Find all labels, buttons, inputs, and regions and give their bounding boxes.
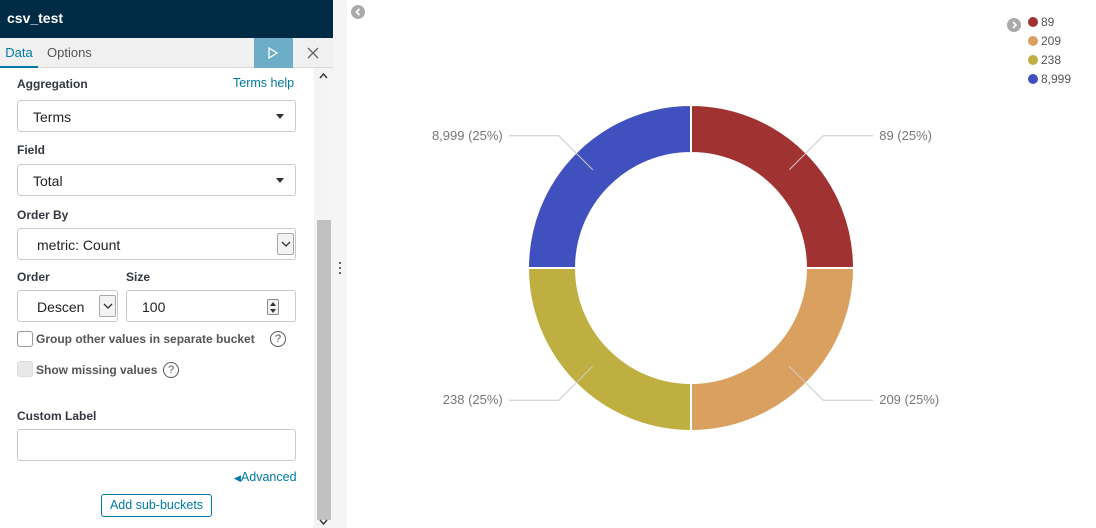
legend-color-dot	[1028, 55, 1038, 65]
label-leader-line	[788, 135, 874, 171]
tab-options[interactable]: Options	[47, 45, 92, 60]
dropdown-button	[277, 233, 294, 255]
tab-bar: Data Options	[0, 38, 333, 68]
help-icon[interactable]: ?	[163, 362, 179, 378]
caret-left-icon: ◀	[234, 473, 241, 483]
legend-label: 89	[1041, 15, 1055, 29]
size-input[interactable]: 100	[126, 290, 296, 322]
slice-label: 238 (25%)	[443, 392, 503, 407]
advanced-label: Advanced	[240, 470, 297, 484]
group-other-label: Group other values in separate bucket	[36, 332, 255, 346]
field-label: Field	[17, 143, 46, 157]
slice-label: 209 (25%)	[879, 392, 939, 407]
show-missing-label: Show missing values	[36, 363, 158, 377]
slice-label: 8,999 (25%)	[432, 128, 503, 143]
label-leader-line	[508, 135, 594, 171]
scrollbar-thumb[interactable]	[317, 220, 331, 520]
aggregation-label: Aggregation	[17, 77, 88, 91]
terms-help-link[interactable]: Terms help	[233, 76, 295, 90]
custom-label-input[interactable]	[17, 429, 296, 461]
group-other-checkbox[interactable]	[17, 331, 33, 347]
legend-label: 8,999	[1041, 72, 1072, 86]
apply-button[interactable]	[254, 38, 293, 68]
pie-slice[interactable]	[690, 103, 856, 269]
legend-color-dot	[1028, 74, 1038, 84]
tab-data[interactable]: Data	[0, 38, 38, 68]
aggregation-select[interactable]: Terms	[17, 100, 296, 132]
size-label: Size	[126, 270, 151, 284]
visualization-title: csv_test	[7, 10, 64, 26]
aggregation-value: Terms	[33, 109, 72, 125]
order-by-value: metric: Count	[37, 237, 121, 253]
caret-down-icon	[276, 114, 284, 119]
show-missing-checkbox[interactable]	[17, 361, 33, 377]
legend-label: 209	[1041, 34, 1062, 48]
size-value: 100	[142, 299, 166, 315]
help-icon[interactable]: ?	[270, 331, 286, 347]
field-select[interactable]: Total	[17, 164, 296, 196]
label-leader-line	[788, 365, 874, 401]
collapse-sidebar-button[interactable]	[351, 5, 365, 19]
label-leader-line	[508, 365, 594, 401]
field-value: Total	[33, 173, 63, 189]
legend-label: 238	[1041, 53, 1062, 67]
legend-color-dot	[1028, 17, 1038, 27]
slice-label: 89 (25%)	[879, 128, 932, 143]
custom-label-label: Custom Label	[17, 409, 97, 423]
chevron-left-icon	[355, 8, 361, 16]
discard-button[interactable]	[300, 38, 326, 68]
editor-sidebar: csv_test Data Options Aggregation Terms …	[0, 0, 333, 528]
advanced-toggle[interactable]: ◀Advanced	[234, 470, 297, 484]
chevron-right-icon	[1012, 21, 1018, 29]
order-value: Descen	[37, 299, 85, 315]
panel-resize-handle[interactable]	[333, 0, 347, 528]
scroll-up-icon[interactable]	[319, 73, 328, 79]
title-bar: csv_test	[0, 0, 333, 38]
add-sub-buckets-button[interactable]: Add sub-buckets	[101, 494, 212, 517]
play-icon	[268, 47, 279, 59]
pie-slice[interactable]	[526, 103, 692, 269]
caret-down-icon	[276, 178, 284, 183]
close-icon	[307, 47, 319, 59]
pie-slice[interactable]	[690, 267, 856, 433]
size-stepper[interactable]	[267, 299, 279, 315]
pie-slice[interactable]	[526, 267, 692, 433]
order-by-label: Order By	[17, 208, 69, 222]
order-select[interactable]: Descen	[17, 290, 118, 322]
scroll-down-icon[interactable]	[319, 519, 328, 525]
dropdown-button	[99, 295, 116, 317]
donut-chart: 89 (25%) 209 (25%) 238 (25%) 8,999 (25%)	[432, 103, 939, 433]
chevron-down-icon	[103, 303, 113, 309]
legend-toggle-button[interactable]	[1007, 18, 1021, 32]
drag-handle-icon	[339, 262, 341, 274]
order-label: Order	[17, 270, 50, 284]
order-by-select[interactable]: metric: Count	[17, 228, 296, 260]
chevron-down-icon	[281, 241, 291, 247]
legend-color-dot	[1028, 36, 1038, 46]
sidebar-scrollbar[interactable]	[314, 68, 333, 528]
